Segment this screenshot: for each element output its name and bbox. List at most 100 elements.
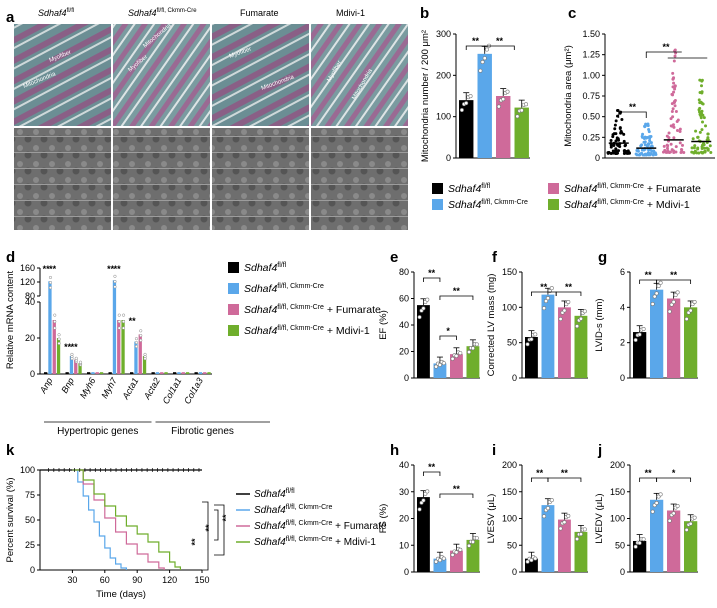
data-point	[515, 114, 520, 119]
data-point-fum	[672, 90, 676, 94]
data-point-cre	[648, 136, 652, 140]
data-point-ctrl	[609, 145, 613, 149]
y-tick-label: 150	[610, 487, 625, 497]
data-point-ctrl	[616, 114, 620, 118]
y-tick-label: 200	[502, 460, 517, 470]
chart-k: 0 25 50 75 100 30 60 90 120 150 Time (days) Percent…	[5, 465, 387, 600]
data-point	[467, 350, 472, 355]
data-point-fum	[672, 76, 676, 80]
sig-bracket	[645, 51, 682, 58]
histology-image-1	[14, 24, 111, 126]
data-point-fum	[662, 144, 666, 148]
data-point-ctrl	[614, 148, 618, 152]
bar-Anp-0	[44, 372, 48, 374]
data-point	[582, 527, 587, 532]
legend-item-ctrl: Sdhaf4fl/fl	[448, 183, 491, 195]
data-point	[434, 559, 439, 564]
bar-Myh6-0	[87, 372, 91, 374]
bar-Anp-1	[48, 281, 52, 374]
panel-label-c: c	[568, 5, 576, 22]
bar-Col1a1-3	[185, 372, 190, 374]
bar-Anp-3	[56, 338, 61, 374]
data-point	[57, 337, 61, 341]
panel-label-i: i	[492, 442, 496, 459]
panel-label-h: h	[390, 442, 399, 459]
micrograph-headers: Sdhaf4fl/fl Sdhaf4fl/fl, Ckmm-Cre Fumara…	[38, 8, 365, 18]
data-point-fum	[675, 119, 679, 123]
bar-Bnp-1	[69, 356, 74, 374]
data-point-ctrl	[611, 135, 615, 139]
sig-label: **	[645, 270, 653, 280]
data-point	[542, 306, 547, 311]
data-point	[496, 104, 501, 109]
data-point-fum	[678, 141, 682, 145]
sig-label: **	[662, 42, 670, 52]
x-axis-label: Time (days)	[96, 589, 146, 600]
sig-label: **	[453, 484, 461, 494]
x-tick-label: Anp	[37, 376, 54, 396]
data-point-mdivi	[695, 151, 699, 155]
data-point	[79, 360, 83, 364]
y-tick-label: 160	[20, 263, 35, 273]
y-tick-label: 0	[595, 153, 600, 163]
data-point	[529, 337, 534, 342]
data-point-mdivi	[703, 150, 707, 154]
data-point	[53, 326, 57, 330]
legend-swatch-fum	[548, 183, 559, 194]
data-point-mdivi	[692, 151, 696, 155]
bar-Acta2-1	[155, 372, 160, 374]
x-tick-label: 150	[194, 575, 209, 585]
sig-label: **	[629, 102, 637, 112]
x-tick-label: Myh7	[99, 375, 119, 400]
y-axis-label: EF (%)	[378, 310, 389, 340]
data-point-mdivi	[701, 113, 705, 117]
data-point	[684, 527, 689, 532]
data-point	[434, 364, 439, 369]
data-point	[525, 342, 530, 347]
legend: Sdhaf4fl/fl Sdhaf4fl/fl, Ckmm-Cre Sdhaf4…	[432, 183, 701, 211]
sig-bracket	[202, 501, 209, 571]
y-tick-label: 0.75	[582, 91, 600, 101]
data-point	[652, 294, 657, 299]
y-tick-label: 0	[404, 567, 409, 577]
sig-label: **	[561, 468, 569, 478]
data-point	[658, 280, 663, 285]
data-point	[113, 280, 117, 284]
data-point	[450, 552, 455, 557]
data-point-ctrl	[617, 149, 621, 153]
sig-label: **	[496, 36, 504, 46]
y-tick-label: 100	[436, 112, 451, 122]
data-point-ctrl	[606, 151, 610, 155]
sig-label: **	[43, 264, 51, 274]
tem-image-4	[311, 128, 408, 230]
chart-i: 0 50 100 150 200 LVESV (μL) ** **	[486, 460, 588, 577]
data-point	[545, 506, 550, 511]
data-point	[458, 351, 463, 356]
bar-mdivi	[574, 531, 588, 572]
data-point-fum	[670, 92, 674, 96]
data-point	[575, 536, 580, 541]
data-point	[558, 526, 563, 531]
data-point	[459, 108, 464, 113]
data-point	[562, 520, 567, 525]
bar-Acta1-2	[138, 334, 142, 374]
legend-item-fum: Sdhaf4fl/fl, Ckmm-Cre + Fumarate	[564, 183, 701, 195]
data-point-cre	[648, 139, 652, 143]
data-point-ctrl	[624, 143, 628, 147]
y-tick-label: 20	[399, 514, 409, 524]
y-tick-label: 75	[25, 490, 35, 500]
data-point	[417, 507, 422, 512]
data-point-mdivi	[697, 110, 701, 114]
bar-Col1a3-1	[198, 372, 203, 374]
chart-b: 0 100 200 300 Mitochondria number / 200 μm² *…	[420, 29, 530, 163]
data-point-ctrl	[616, 137, 620, 141]
sig-label: **	[71, 342, 79, 352]
y-tick-label: 0	[446, 153, 451, 163]
histology-image-4	[311, 24, 408, 126]
y-tick-label: 120	[20, 277, 35, 287]
x-tick-label: Acta1	[120, 376, 141, 402]
data-point	[549, 286, 554, 291]
data-point-cre	[649, 141, 653, 145]
data-point-ctrl	[627, 151, 631, 155]
y-tick-label: 30	[399, 487, 409, 497]
